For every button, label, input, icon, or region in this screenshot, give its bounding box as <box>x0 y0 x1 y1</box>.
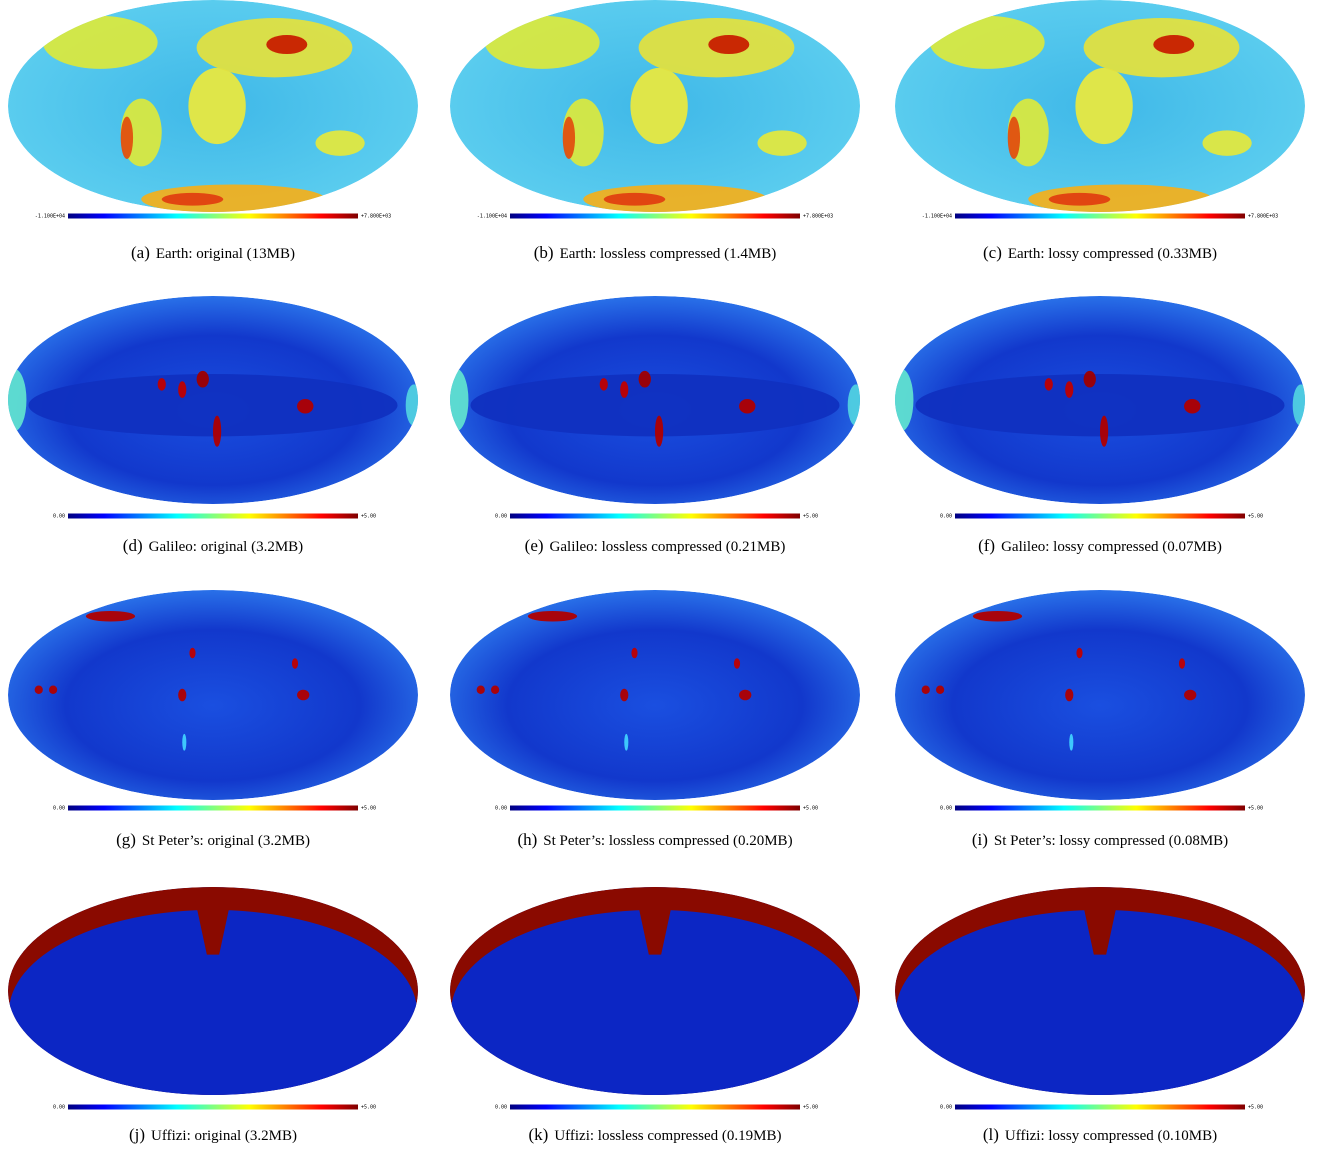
sky-map <box>895 887 1305 1095</box>
colorbar-min: -1.100E+04 <box>922 214 952 220</box>
caption-label: (i) <box>972 830 988 849</box>
panel: 0.00 +5.00 (f) Galileo: lossy compressed (0… <box>895 296 1305 555</box>
colorbar-min: 0.00 <box>940 514 952 520</box>
colorbar-min: 0.00 <box>940 1105 952 1111</box>
panel: 0.00 +5.00 (e) Galileo: lossless compressed… <box>450 296 860 555</box>
caption-label: (d) <box>123 536 143 555</box>
colorbar <box>68 805 358 811</box>
colorbar-max: +7.800E+03 <box>803 214 833 220</box>
caption-text: St Peter’s: lossless compressed (0.20MB) <box>543 833 792 849</box>
caption-text: Earth: lossless compressed (1.4MB) <box>560 246 777 262</box>
caption: (j) Uffizi: original (3.2MB) <box>129 1125 297 1144</box>
sky-map <box>895 296 1305 504</box>
sky-map <box>450 0 860 212</box>
colorbar-max: +5.00 <box>1248 1105 1263 1111</box>
colorbar-min: -1.100E+04 <box>477 214 507 220</box>
sky-map <box>895 590 1305 800</box>
colorbar-max: +5.00 <box>803 806 818 812</box>
caption: (f) Galileo: lossy compressed (0.07MB) <box>978 536 1222 555</box>
panel: -1.100E+04 +7.800E+03 (a) Earth: original (… <box>8 0 418 262</box>
colorbar-min: -1.100E+04 <box>35 214 65 220</box>
caption: (h) St Peter’s: lossless compressed (0.20… <box>517 830 792 849</box>
colorbar-min: 0.00 <box>495 806 507 812</box>
caption-text: Galileo: lossless compressed (0.21MB) <box>550 539 786 555</box>
caption-text: Uffizi: lossless compressed (0.19MB) <box>554 1128 781 1144</box>
colorbar-max: +5.00 <box>361 806 376 812</box>
panel: 0.00 +5.00 (d) Galileo: original (3.2MB) <box>8 296 418 555</box>
colorbar-min: 0.00 <box>53 514 65 520</box>
caption-label: (g) <box>116 830 136 849</box>
sky-map <box>8 887 418 1095</box>
colorbar-max: +5.00 <box>803 514 818 520</box>
sky-map <box>450 887 860 1095</box>
caption: (i) St Peter’s: lossy compressed (0.08MB) <box>972 830 1228 849</box>
panel: -1.100E+04 +7.800E+03 (b) Earth: lossless c… <box>450 0 860 262</box>
colorbar <box>68 513 358 519</box>
colorbar <box>955 513 1245 519</box>
colorbar <box>510 213 800 219</box>
colorbar <box>510 513 800 519</box>
colorbar-min: 0.00 <box>495 514 507 520</box>
caption-label: (a) <box>131 243 150 262</box>
colorbar-max: +5.00 <box>803 1105 818 1111</box>
caption-text: St Peter’s: lossy compressed (0.08MB) <box>994 833 1228 849</box>
caption: (l) Uffizi: lossy compressed (0.10MB) <box>983 1125 1217 1144</box>
caption-text: Earth: original (13MB) <box>156 246 295 262</box>
caption-text: Uffizi: lossy compressed (0.10MB) <box>1005 1128 1217 1144</box>
sky-map <box>450 296 860 504</box>
colorbar-min: 0.00 <box>53 806 65 812</box>
panel: 0.00 +5.00 (l) Uffizi: lossy compressed (0.… <box>895 887 1305 1144</box>
caption: (g) St Peter’s: original (3.2MB) <box>116 830 310 849</box>
colorbar-max: +5.00 <box>361 1105 376 1111</box>
sky-map <box>8 0 418 212</box>
caption-text: Earth: lossy compressed (0.33MB) <box>1008 246 1217 262</box>
colorbar <box>510 805 800 811</box>
panel: 0.00 +5.00 (j) Uffizi: original (3.2MB) <box>8 887 418 1144</box>
sky-map <box>450 590 860 800</box>
colorbar <box>68 1104 358 1110</box>
colorbar-max: +7.800E+03 <box>1248 214 1278 220</box>
caption-label: (b) <box>534 243 554 262</box>
sky-map <box>895 0 1305 212</box>
caption-label: (c) <box>983 243 1002 262</box>
caption-label: (k) <box>528 1125 548 1144</box>
colorbar <box>68 213 358 219</box>
caption-text: Uffizi: original (3.2MB) <box>151 1128 297 1144</box>
colorbar <box>955 805 1245 811</box>
caption-label: (j) <box>129 1125 145 1144</box>
panel: 0.00 +5.00 (h) St Peter’s: lossless compres… <box>450 590 860 849</box>
caption-label: (h) <box>517 830 537 849</box>
colorbar <box>510 1104 800 1110</box>
sky-map <box>8 296 418 504</box>
caption: (e) Galileo: lossless compressed (0.21MB) <box>525 536 786 555</box>
sky-map <box>8 590 418 800</box>
caption-label: (l) <box>983 1125 999 1144</box>
colorbar <box>955 213 1245 219</box>
colorbar <box>955 1104 1245 1110</box>
panel: 0.00 +5.00 (i) St Peter’s: lossy compressed… <box>895 590 1305 849</box>
panel: 0.00 +5.00 (g) St Peter’s: original (3.2MB) <box>8 590 418 849</box>
caption: (k) Uffizi: lossless compressed (0.19MB) <box>528 1125 781 1144</box>
caption-label: (e) <box>525 536 544 555</box>
caption: (a) Earth: original (13MB) <box>131 243 295 262</box>
caption: (b) Earth: lossless compressed (1.4MB) <box>534 243 776 262</box>
colorbar-max: +7.800E+03 <box>361 214 391 220</box>
caption: (c) Earth: lossy compressed (0.33MB) <box>983 243 1217 262</box>
colorbar-max: +5.00 <box>1248 806 1263 812</box>
colorbar-min: 0.00 <box>940 806 952 812</box>
panel: -1.100E+04 +7.800E+03 (c) Earth: lossy comp… <box>895 0 1305 262</box>
colorbar-max: +5.00 <box>1248 514 1263 520</box>
caption-text: Galileo: lossy compressed (0.07MB) <box>1001 539 1222 555</box>
colorbar-min: 0.00 <box>53 1105 65 1111</box>
colorbar-max: +5.00 <box>361 514 376 520</box>
panel: 0.00 +5.00 (k) Uffizi: lossless compressed … <box>450 887 860 1144</box>
caption: (d) Galileo: original (3.2MB) <box>123 536 303 555</box>
colorbar-min: 0.00 <box>495 1105 507 1111</box>
caption-text: St Peter’s: original (3.2MB) <box>142 833 310 849</box>
caption-text: Galileo: original (3.2MB) <box>149 539 304 555</box>
caption-label: (f) <box>978 536 995 555</box>
